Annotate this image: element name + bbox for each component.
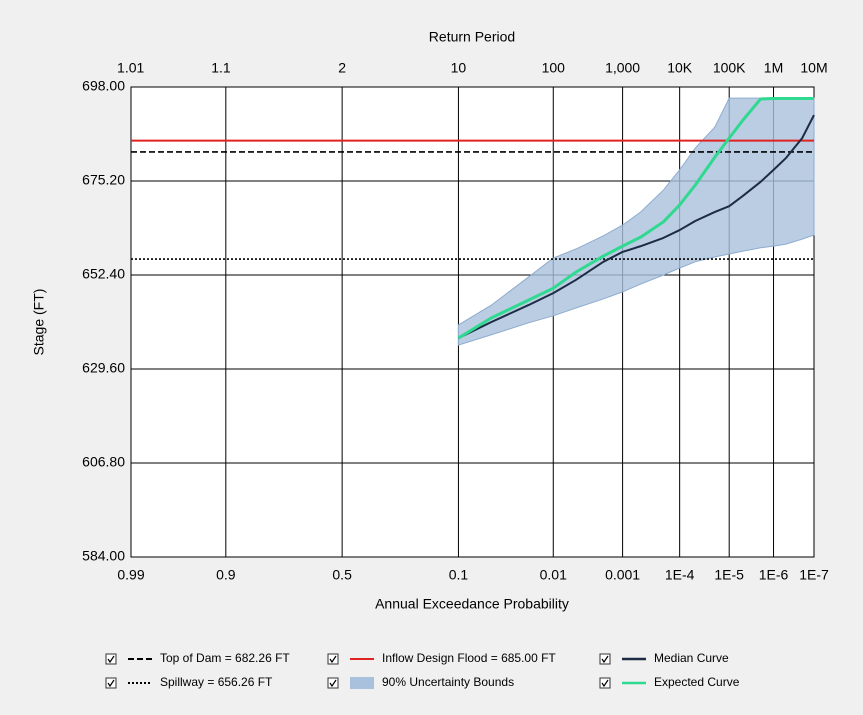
legend-label: Expected Curve <box>654 675 740 689</box>
legend-swatch <box>350 677 374 689</box>
y-tick-label: 584.00 <box>82 548 125 564</box>
legend-item[interactable]: 90% Uncertainty Bounds <box>327 675 514 689</box>
y-tick-label: 675.20 <box>82 172 125 188</box>
y-axis-title: Stage (FT) <box>31 289 47 356</box>
legend-checkbox[interactable] <box>599 677 611 689</box>
legend-item[interactable]: Inflow Design Flood = 685.00 FT <box>327 651 556 665</box>
y-tick-label: 629.60 <box>82 360 125 376</box>
legend-check <box>601 655 609 664</box>
legend-item[interactable]: Median Curve <box>599 651 729 665</box>
legend-label: 90% Uncertainty Bounds <box>382 675 514 689</box>
x-axis-title: Annual Exceedance Probability <box>375 596 569 612</box>
x-tick-label: 0.01 <box>540 567 567 583</box>
top-tick-label: 2 <box>338 60 346 76</box>
legend-check <box>107 679 115 688</box>
x-tick-label: 0.9 <box>216 567 236 583</box>
x-tick-label: 1E-4 <box>665 567 695 583</box>
legend-label: Median Curve <box>654 651 729 665</box>
legend-checkbox[interactable] <box>327 677 339 689</box>
top-axis-title: Return Period <box>429 29 515 45</box>
top-tick-label: 10K <box>667 60 693 76</box>
x-tick-label: 0.1 <box>449 567 469 583</box>
legend-item[interactable]: Top of Dam = 682.26 FT <box>105 651 290 665</box>
x-tick-label: 1E-6 <box>759 567 789 583</box>
x-tick-label: 1E-7 <box>799 567 829 583</box>
legend-item[interactable]: Spillway = 656.26 FT <box>105 675 273 689</box>
curve <box>457 114 815 339</box>
top-tick-label: 1,000 <box>605 60 640 76</box>
uncertainty-band <box>457 97 815 346</box>
top-tick-label: 100K <box>713 60 746 76</box>
y-tick-label: 606.80 <box>82 454 125 470</box>
y-tick-label: 698.00 <box>82 78 125 94</box>
legend-label: Top of Dam = 682.26 FT <box>160 651 290 665</box>
top-tick-label: 10M <box>800 60 827 76</box>
top-tick-label: 1M <box>764 60 783 76</box>
top-tick-label: 100 <box>542 60 566 76</box>
y-tick-label: 652.40 <box>82 266 125 282</box>
x-tick-label: 0.001 <box>605 567 640 583</box>
curve <box>457 97 814 340</box>
top-tick-label: 10 <box>451 60 467 76</box>
legend-check <box>107 655 115 664</box>
x-tick-label: 0.5 <box>332 567 352 583</box>
legend-check <box>601 679 609 688</box>
legend-check <box>329 655 337 664</box>
legend-label: Spillway = 656.26 FT <box>160 675 273 689</box>
top-tick-label: 1.1 <box>211 60 231 76</box>
top-tick-label: 1.01 <box>117 60 144 76</box>
x-tick-label: 0.99 <box>117 567 144 583</box>
legend-checkbox[interactable] <box>105 653 117 665</box>
legend-check <box>329 679 337 688</box>
legend-checkbox[interactable] <box>327 653 339 665</box>
legend-checkbox[interactable] <box>599 653 611 665</box>
legend-checkbox[interactable] <box>105 677 117 689</box>
plot-border <box>130 86 815 558</box>
legend-label: Inflow Design Flood = 685.00 FT <box>382 651 556 665</box>
legend-item[interactable]: Expected Curve <box>599 675 740 689</box>
x-tick-label: 1E-5 <box>714 567 744 583</box>
